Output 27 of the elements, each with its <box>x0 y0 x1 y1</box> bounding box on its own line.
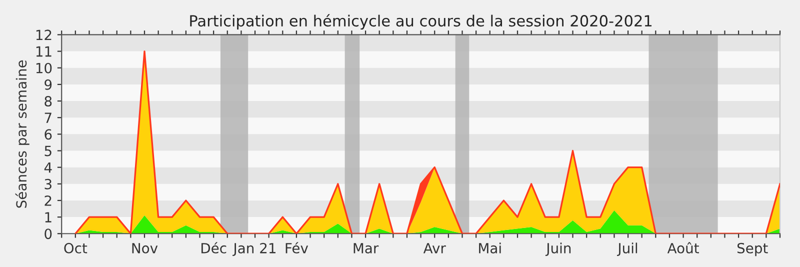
y-tick-label: 7 <box>44 112 52 123</box>
x-tick-label: Nov <box>132 243 158 254</box>
x-tick-label: Jan 21 <box>232 242 276 256</box>
x-tick-label: Juil <box>617 242 638 256</box>
x-tick-label: Sept <box>737 242 768 256</box>
x-tick-label: Juin <box>545 242 571 256</box>
x-tick-label: Mar <box>354 243 379 254</box>
x-tick-label: Avr <box>423 243 446 254</box>
x-tick-label: Fév <box>286 242 308 254</box>
x-tick-label: Déc <box>201 242 226 254</box>
x-tick-label: Oct <box>64 242 88 254</box>
x-tick-label: Août <box>667 242 699 254</box>
y-tick-label: 3 <box>44 178 52 190</box>
y-tick-label: 11 <box>36 46 52 57</box>
y-tick-label: 1 <box>45 212 52 222</box>
x-tick-label: Mai <box>479 242 501 254</box>
y-tick-label: 12 <box>36 30 52 40</box>
y-tick-label: 2 <box>44 195 52 206</box>
chart-title: Participation en hémicycle au cours de la session 2020-2021 <box>190 14 652 30</box>
y-tick-label: 6 <box>44 129 52 140</box>
y-tick-label: 0 <box>44 228 52 240</box>
y-axis-title: Séances par semaine <box>15 60 30 208</box>
y-tick-label: 10 <box>36 62 52 74</box>
y-tick-label: 5 <box>44 146 52 156</box>
y-tick-label: 9 <box>44 79 52 90</box>
y-tick-label: 4 <box>44 162 52 173</box>
y-tick-label: 8 <box>44 96 52 106</box>
